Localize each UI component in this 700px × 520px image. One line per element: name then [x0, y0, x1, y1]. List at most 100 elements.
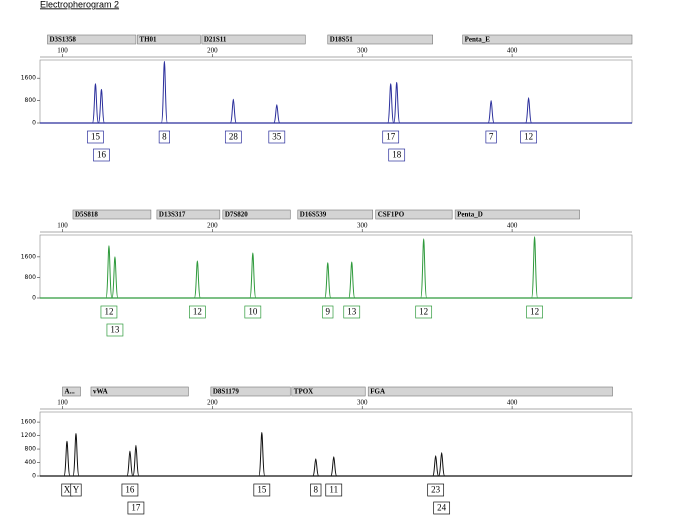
peak: [63, 440, 71, 477]
y-tick-label: 1600: [21, 419, 36, 426]
peak: [105, 245, 113, 299]
peak: [193, 260, 201, 299]
peak: [160, 60, 168, 124]
locus-name: D5S818: [75, 211, 98, 219]
allele-box: [87, 130, 104, 144]
allele-label: 13: [110, 325, 120, 335]
peak: [525, 97, 533, 124]
peak: [249, 252, 257, 299]
locus-name: D21S11: [204, 36, 227, 44]
peak: [97, 88, 105, 124]
peak: [324, 262, 332, 299]
peak: [531, 236, 539, 299]
allele-label: 12: [419, 307, 428, 317]
locus-name: D7S820: [225, 211, 248, 219]
locus-bar: [201, 34, 306, 45]
x-tick-label: 400: [507, 222, 518, 230]
allele-label: 12: [530, 307, 539, 317]
y-tick-label: 0: [32, 120, 36, 127]
locus-bar: [297, 209, 374, 220]
allele-box: [244, 305, 262, 319]
x-tick-label: 200: [207, 47, 218, 55]
allele-label: 18: [392, 150, 402, 160]
locus-name: Penta_D: [457, 211, 483, 219]
x-tick-label: 100: [57, 399, 68, 407]
locus-name: D3S1358: [49, 36, 76, 44]
allele-label: Y: [73, 485, 80, 495]
y-tick-label: 1200: [21, 432, 36, 439]
allele-label: 8: [314, 485, 319, 495]
allele-label: 12: [104, 307, 113, 317]
locus-name: CSF1PO: [378, 211, 405, 219]
allele-label: 9: [326, 307, 331, 317]
allele-box: [106, 323, 124, 337]
peak: [91, 83, 99, 124]
peak: [111, 256, 119, 299]
peak: [258, 432, 266, 477]
peak: [438, 452, 446, 477]
peak: [348, 261, 356, 299]
allele-label: 15: [91, 132, 101, 142]
allele-box: [526, 305, 543, 319]
allele-label: X: [64, 485, 71, 495]
allele-label: 12: [193, 307, 202, 317]
allele-box: [70, 483, 82, 497]
y-tick-label: 800: [25, 274, 37, 281]
allele-box: [121, 483, 139, 497]
peak: [126, 450, 134, 477]
y-tick-label: 1600: [21, 253, 36, 260]
locus-name: FGA: [370, 388, 385, 396]
locus-bar: [47, 34, 137, 45]
allele-label: 28: [229, 132, 239, 142]
plot-frame: [39, 59, 633, 124]
peak: [393, 81, 401, 124]
x-tick-label: 300: [357, 399, 368, 407]
allele-label: 13: [347, 307, 357, 317]
locus-name: TPOX: [294, 388, 313, 396]
x-tick-label: 200: [207, 222, 218, 230]
locus-name: Penta_E: [465, 36, 491, 44]
allele-box: [325, 483, 343, 497]
x-tick-label: 100: [57, 47, 68, 55]
allele-label: 17: [131, 503, 141, 513]
allele-box: [127, 501, 145, 515]
locus-bar: [462, 34, 633, 45]
locus-bar: [210, 386, 291, 397]
locus-name: A...: [64, 388, 75, 396]
allele-box: [433, 501, 451, 515]
x-tick-label: 200: [207, 399, 218, 407]
locus-name: D8S1179: [213, 388, 240, 396]
y-tick-label: 800: [25, 97, 37, 104]
locus-bar: [367, 386, 613, 397]
allele-box: [382, 130, 400, 144]
allele-label: 10: [248, 307, 258, 317]
allele-label: 7: [489, 132, 494, 142]
locus-bar: [291, 386, 366, 397]
allele-label: 8: [162, 132, 167, 142]
allele-box: [268, 130, 286, 144]
allele-box: [520, 130, 537, 144]
allele-label: 11: [329, 485, 338, 495]
locus-bar: [156, 209, 221, 220]
x-tick-label: 300: [357, 222, 368, 230]
allele-box: [189, 305, 206, 319]
allele-box: [224, 130, 242, 144]
allele-label: 16: [97, 150, 107, 160]
peak: [273, 104, 281, 124]
peak: [229, 98, 237, 124]
locus-bar: [62, 386, 81, 397]
peak: [72, 433, 80, 477]
allele-box: [322, 305, 334, 319]
locus-bar: [454, 209, 580, 220]
locus-name: TH01: [139, 36, 157, 44]
locus-bar: [375, 209, 453, 220]
allele-box: [158, 130, 170, 144]
y-tick-label: 0: [32, 473, 36, 480]
y-tick-label: 400: [25, 459, 37, 466]
allele-label: 12: [524, 132, 533, 142]
x-tick-label: 100: [57, 222, 68, 230]
y-tick-label: 1600: [21, 75, 36, 82]
y-tick-label: 0: [32, 295, 36, 302]
x-tick-label: 300: [357, 47, 368, 55]
